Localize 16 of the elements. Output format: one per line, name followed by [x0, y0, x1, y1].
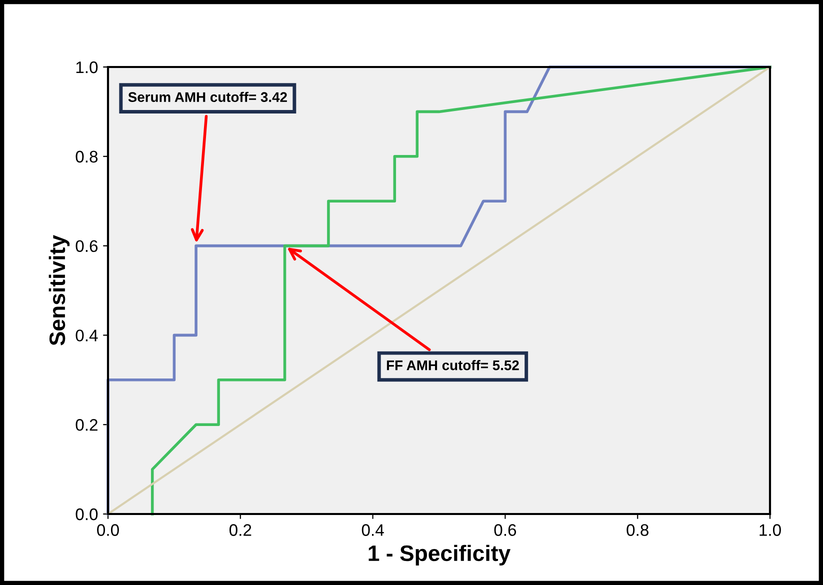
annotation: FF AMH cutoff= 5.52: [386, 360, 519, 370]
y-tick-label: 0.0: [76, 508, 98, 520]
y-axis-title: Sensitivity: [48, 235, 70, 346]
x-tick-label: 0.8: [626, 524, 648, 536]
x-tick-label: 0.2: [229, 524, 252, 536]
x-tick-label: 0.4: [362, 524, 384, 536]
x-tick-label: 0.0: [97, 524, 119, 536]
y-tick-label: 0.2: [76, 419, 98, 431]
x-tick-label: 1.0: [760, 524, 781, 536]
annotation: Serum AMH cutoff= 3.42: [128, 92, 287, 102]
y-tick-label: 0.4: [76, 330, 98, 342]
y-tick-label: 0.6: [76, 240, 98, 252]
x-axis-title: 1 - Specificity: [368, 544, 511, 566]
y-tick-label: 0.8: [76, 150, 98, 163]
y-tick-label: 1.0: [76, 61, 98, 74]
x-tick-label: 0.6: [494, 524, 516, 536]
